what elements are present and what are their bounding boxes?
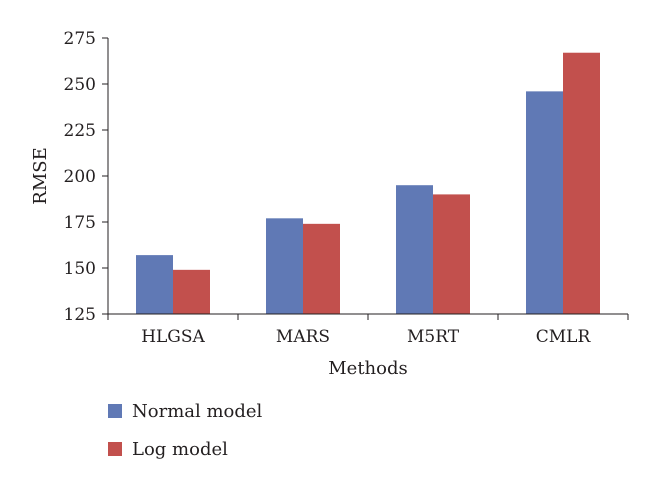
legend: Normal model Log model <box>108 401 263 460</box>
y-tick-label: 225 <box>64 121 96 141</box>
bar-m5rt-series-1 <box>396 185 433 314</box>
y-tick-label: 275 <box>64 29 96 49</box>
x-tick-label: MARS <box>276 327 330 347</box>
y-tick-label: 250 <box>64 75 96 95</box>
bar-mars-series-1 <box>266 218 303 314</box>
legend-swatch <box>108 404 122 418</box>
bar-cmlr-series-2 <box>563 52 600 314</box>
y-tick-label: 200 <box>64 167 96 187</box>
bar-cmlr-series-1 <box>526 91 563 314</box>
bar-hlgsa-series-2 <box>173 269 210 314</box>
bar-hlgsa-series-1 <box>136 255 173 314</box>
bar-m5rt-series-2 <box>433 194 470 314</box>
y-tick-label: 175 <box>64 213 96 233</box>
y-tick-label: 150 <box>64 259 96 279</box>
x-tick-label: CMLR <box>536 327 592 347</box>
bar-mars-series-2 <box>303 223 340 314</box>
legend-label: Log model <box>132 439 228 460</box>
legend-label: Normal model <box>132 401 263 422</box>
y-axis-ticks: 125 150 175 200 225 250 275 <box>64 29 108 325</box>
x-axis-title: Methods <box>328 358 408 379</box>
bars-group <box>136 52 600 314</box>
x-axis-ticks: HLGSA MARS M5RT CMLR <box>107 314 629 347</box>
legend-swatch <box>108 442 122 456</box>
x-tick-label: M5RT <box>407 327 460 347</box>
y-axis-title: RMSE <box>30 147 51 204</box>
x-tick-label: HLGSA <box>141 327 205 347</box>
y-tick-label: 125 <box>64 305 96 325</box>
